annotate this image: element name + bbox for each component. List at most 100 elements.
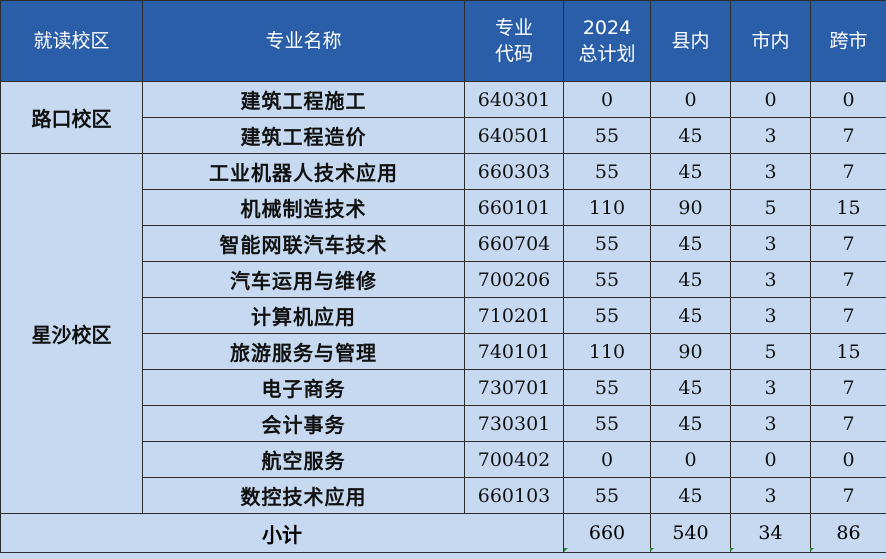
cell-error-indicators [0,548,886,559]
major-code: 640501 [464,117,564,154]
county-quota: 45 [650,369,731,406]
header-code: 专业 代码 [464,0,564,82]
total-plan: 55 [563,297,651,334]
header-row: 就读校区 专业名称 专业 代码 2024 总计划 县内 市内 跨市 [0,0,886,82]
cross-city-quota: 7 [810,477,886,514]
major-name: 建筑工程造价 [142,117,465,154]
cross-city-quota: 7 [810,261,886,298]
table-row: 智能网联汽车技术 660704 55 45 3 7 [1,225,886,262]
cross-city-quota: 7 [810,369,886,406]
table-row: 数控技术应用 660103 55 45 3 7 [1,477,886,514]
total-plan: 110 [563,333,651,370]
total-plan: 55 [563,369,651,406]
error-indicator-icon [810,548,814,552]
campus-cell: 星沙校区 [0,153,143,514]
header-county: 县内 [650,0,731,82]
major-name: 汽车运用与维修 [142,261,465,298]
major-code: 700206 [464,261,564,298]
cross-city-quota: 7 [810,153,886,190]
county-quota: 45 [650,297,731,334]
city-quota: 0 [730,441,811,478]
city-quota: 3 [730,225,811,262]
county-quota: 0 [650,441,731,478]
major-code: 710201 [464,297,564,334]
subtotal-cross-city: 86 [810,513,886,553]
header-cross-city: 跨市 [810,0,886,82]
city-quota: 3 [730,297,811,334]
total-plan: 55 [563,153,651,190]
county-quota: 45 [650,405,731,442]
city-quota: 3 [730,153,811,190]
county-quota: 0 [650,81,731,118]
major-code: 740101 [464,333,564,370]
total-plan: 55 [563,477,651,514]
table-row: 电子商务 730701 55 45 3 7 [1,369,886,406]
city-quota: 3 [730,405,811,442]
major-code: 660101 [464,189,564,226]
header-city: 市内 [730,0,811,82]
total-plan: 110 [563,189,651,226]
error-indicator-icon [730,548,734,552]
total-plan: 55 [563,225,651,262]
cross-city-quota: 7 [810,225,886,262]
major-code: 700402 [464,441,564,478]
table-row: 建筑工程造价 640501 55 45 3 7 [1,117,886,154]
header-plan-line1: 2024 [582,17,632,39]
header-plan-line2: 总计划 [578,43,636,65]
total-plan: 0 [563,81,651,118]
cross-city-quota: 15 [810,189,886,226]
city-quota: 5 [730,333,811,370]
cross-city-quota: 0 [810,81,886,118]
county-quota: 45 [650,153,731,190]
major-code: 660303 [464,153,564,190]
table-row: 汽车运用与维修 700206 55 45 3 7 [1,261,886,298]
city-quota: 3 [730,477,811,514]
subtotal-total-plan: 660 [563,513,651,553]
cross-city-quota: 7 [810,297,886,334]
city-quota: 0 [730,81,811,118]
header-major: 专业名称 [142,0,465,82]
major-name: 数控技术应用 [142,477,465,514]
county-quota: 90 [650,333,731,370]
major-name: 工业机器人技术应用 [142,153,465,190]
county-quota: 45 [650,117,731,154]
major-name: 计算机应用 [142,297,465,334]
cross-city-quota: 0 [810,441,886,478]
county-quota: 45 [650,261,731,298]
subtotal-row: 小计 660 540 34 86 [0,513,886,553]
total-plan: 0 [563,441,651,478]
city-quota: 3 [730,117,811,154]
cross-city-quota: 15 [810,333,886,370]
major-code: 730301 [464,405,564,442]
major-code: 640301 [464,81,564,118]
cross-city-quota: 7 [810,117,886,154]
header-total-plan: 2024 总计划 [563,0,651,82]
city-quota: 5 [730,189,811,226]
major-name: 电子商务 [142,369,465,406]
major-code: 660704 [464,225,564,262]
major-name: 建筑工程施工 [142,81,465,118]
table-row: 航空服务 700402 0 0 0 0 [1,441,886,478]
header-code-line1: 专业 [494,17,533,39]
table-row: 会计事务 730301 55 45 3 7 [1,405,886,442]
subtotal-label: 小计 [0,513,564,553]
county-quota: 90 [650,189,731,226]
major-name: 航空服务 [142,441,465,478]
city-quota: 3 [730,261,811,298]
table-row: 机械制造技术 660101 110 90 5 15 [1,189,886,226]
header-campus: 就读校区 [0,0,143,82]
major-name: 旅游服务与管理 [142,333,465,370]
major-name: 机械制造技术 [142,189,465,226]
table-row: 旅游服务与管理 740101 110 90 5 15 [1,333,886,370]
table-row: 计算机应用 710201 55 45 3 7 [1,297,886,334]
county-quota: 45 [650,225,731,262]
major-name: 会计事务 [142,405,465,442]
header-code-line2: 代码 [494,43,533,65]
county-quota: 45 [650,477,731,514]
total-plan: 55 [563,405,651,442]
major-name: 智能网联汽车技术 [142,225,465,262]
error-indicator-icon [564,548,568,552]
cross-city-quota: 7 [810,405,886,442]
total-plan: 55 [563,117,651,154]
